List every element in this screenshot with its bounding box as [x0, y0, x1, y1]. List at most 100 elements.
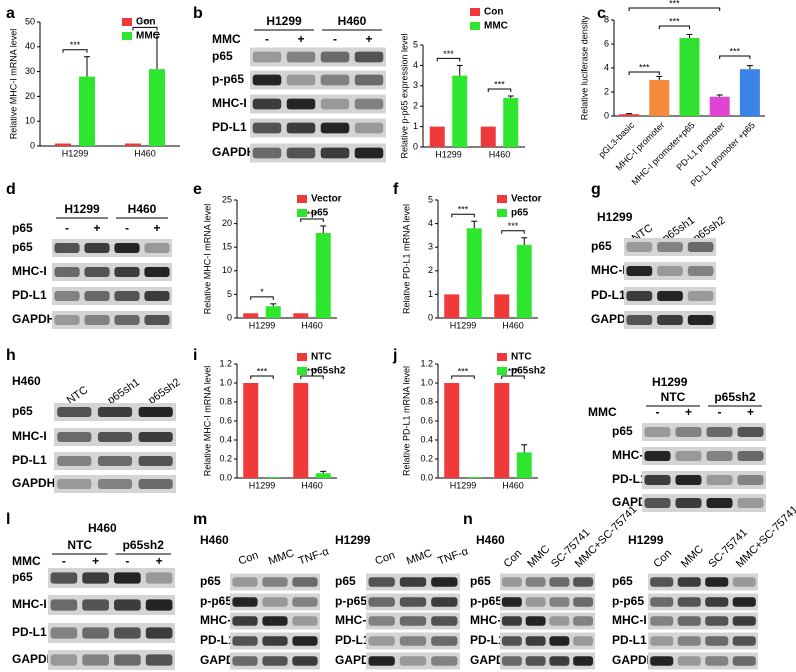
bar: [293, 313, 309, 318]
band: [399, 577, 427, 587]
significance-label: ***: [669, 0, 680, 8]
treatment-label: p65: [12, 221, 33, 235]
significance-label: *: [260, 287, 264, 297]
legend-swatch: [497, 353, 507, 361]
band: [232, 656, 258, 666]
treatment-label: MMC: [12, 554, 41, 568]
blot-strip: [648, 612, 758, 630]
y-tick-label: 1: [428, 289, 433, 299]
band: [573, 597, 594, 607]
band: [252, 51, 282, 63]
blot-strip: [250, 94, 386, 114]
significance-bracket: [436, 57, 461, 62]
bar: [679, 38, 700, 116]
panel-label: d: [6, 181, 16, 198]
y-tick-label: 40: [25, 41, 35, 51]
legend-label: p65sh2: [511, 366, 546, 377]
band: [57, 431, 92, 443]
band: [82, 599, 109, 611]
row-label: p-p65: [612, 594, 644, 608]
blot-strip: [48, 595, 175, 615]
significance-bracket: [62, 49, 88, 53]
row-label: p65: [612, 424, 633, 438]
treatment-sign: +: [685, 405, 692, 419]
bar: [243, 383, 259, 478]
band: [368, 597, 395, 607]
band: [737, 450, 764, 462]
bar: [480, 126, 496, 147]
bar: [79, 76, 95, 146]
panel-label: a: [6, 5, 15, 22]
bar: [466, 228, 482, 318]
significance-label: ***: [307, 209, 318, 219]
y-tick-label: 25: [222, 194, 232, 204]
band: [320, 147, 350, 159]
band: [252, 98, 282, 110]
y-tick-label: 8: [604, 14, 609, 24]
treatment-sign: +: [297, 32, 304, 46]
significance-bracket: [628, 71, 660, 75]
row-label: MHC-I: [12, 264, 47, 278]
band: [677, 616, 701, 626]
group-label: NTC: [661, 390, 686, 404]
band: [675, 497, 702, 509]
legend-label: NTC: [311, 352, 332, 363]
blot-title: H460: [12, 374, 41, 388]
panel-label: g: [591, 181, 601, 198]
row-label: PD-L1: [612, 472, 647, 486]
y-tick-label: 0.0: [420, 472, 433, 482]
band: [262, 616, 288, 626]
legend-label: p65: [311, 208, 329, 219]
y-axis-label: Relative luciferase density: [579, 15, 589, 120]
y-tick-label: 1.0: [219, 377, 232, 387]
band: [50, 572, 78, 584]
significance-label: ***: [458, 205, 469, 215]
y-axis-label: Relative p-p65 expression level: [399, 33, 409, 158]
panel-label: b: [193, 5, 203, 22]
band: [549, 616, 570, 626]
band: [706, 497, 733, 509]
band: [144, 242, 170, 254]
bar: [503, 98, 519, 147]
band: [399, 636, 427, 646]
y-tick-label: 1.2: [219, 358, 232, 368]
band: [675, 474, 702, 486]
row-label: MHC-I: [612, 613, 647, 627]
legend-swatch: [297, 353, 307, 361]
blot-strip: [648, 573, 758, 591]
blot-strip: [52, 263, 172, 281]
band: [706, 426, 733, 438]
bar: [429, 126, 445, 147]
y-tick-label: 2: [428, 265, 433, 275]
band: [525, 597, 546, 607]
blot-title: H460: [88, 521, 117, 535]
y-tick-label: 2: [413, 101, 418, 111]
band: [54, 314, 80, 326]
significance-bracket: [487, 88, 512, 92]
band: [292, 577, 318, 587]
band: [286, 98, 316, 110]
band: [687, 314, 714, 326]
treatment-label: MMC: [588, 405, 617, 419]
band: [54, 290, 80, 302]
band: [114, 627, 141, 639]
band: [114, 242, 140, 254]
band: [84, 290, 110, 302]
row-label: GAPDH: [12, 476, 55, 490]
bar: [444, 294, 460, 318]
band: [292, 636, 318, 646]
significance-label: ***: [730, 46, 741, 56]
band: [138, 406, 173, 418]
band: [705, 616, 729, 626]
treatment-sign: -: [62, 554, 66, 568]
band: [262, 636, 288, 646]
band: [549, 656, 570, 666]
band: [57, 455, 92, 467]
panel-label: i: [193, 347, 197, 364]
bar: [452, 75, 468, 147]
row-label: MHC-I: [212, 96, 247, 110]
row-label: p65: [470, 574, 491, 588]
legend-swatch: [470, 8, 480, 16]
band: [114, 599, 141, 611]
y-tick-label: 1.0: [420, 377, 433, 387]
